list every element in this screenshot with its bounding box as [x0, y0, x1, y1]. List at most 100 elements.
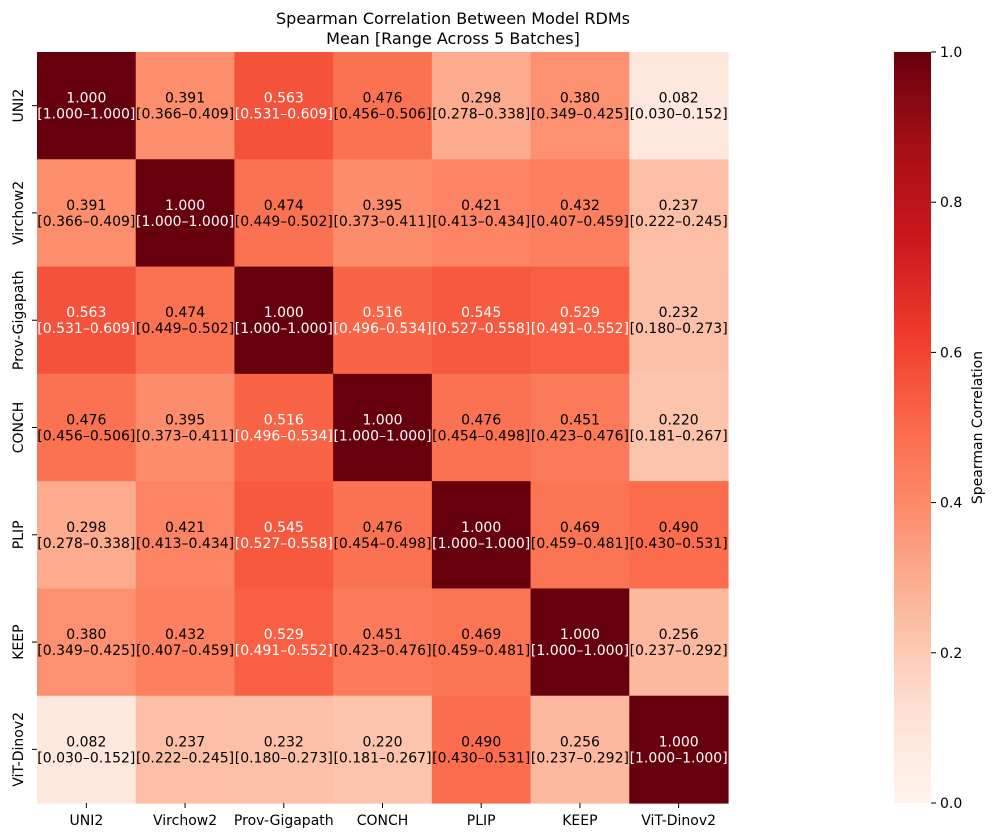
cell-value-label: 0.421	[461, 198, 501, 214]
heatmap-cell	[37, 695, 137, 804]
heatmap-cell	[234, 52, 334, 160]
heatmap-cell	[431, 481, 532, 590]
cell-range-label: [1.000–1.000]	[333, 429, 431, 445]
cell-range-label: [0.181–0.267]	[630, 429, 728, 445]
cell-value-label: 0.469	[560, 520, 600, 536]
colorbar-tick-label: 0.8	[940, 195, 962, 211]
heatmap-cell	[530, 52, 630, 160]
y-tick-label: ViT-Dinov2	[11, 712, 27, 787]
cell-value-label: 1.000	[659, 734, 699, 750]
cell-value-label: 0.232	[659, 305, 699, 321]
x-tick-label: Virchow2	[153, 813, 217, 829]
cell-range-label: [0.237–0.292]	[630, 643, 728, 659]
cell-range-label: [0.366–0.409]	[136, 107, 234, 123]
heatmap-cell	[135, 373, 236, 482]
heatmap-cell	[629, 266, 729, 375]
heatmap-cell	[37, 52, 137, 160]
cell-range-label: [0.180–0.273]	[235, 750, 333, 766]
cell-value-label: 0.474	[264, 198, 304, 214]
cell-range-label: [0.491–0.552]	[235, 643, 333, 659]
heatmap-cell	[234, 481, 334, 590]
heatmap-cell	[234, 588, 334, 697]
cell-range-label: [0.222–0.245]	[136, 750, 234, 766]
cell-value-label: 0.082	[66, 734, 106, 750]
chart-subtitle: Mean [Range Across 5 Batches]	[326, 29, 580, 48]
chart-title: Spearman Correlation Between Model RDMs	[276, 9, 630, 28]
cell-range-label: [0.180–0.273]	[630, 321, 728, 337]
heatmap-cell	[431, 52, 532, 160]
colorbar-gradient	[894, 52, 931, 803]
y-tick-label: Virchow2	[11, 181, 27, 245]
cell-value-label: 0.432	[165, 627, 205, 643]
heatmap-cell	[530, 266, 630, 375]
heatmap-cell	[37, 588, 137, 697]
cell-value-label: 0.451	[560, 413, 600, 429]
cell-range-label: [0.459–0.481]	[432, 643, 530, 659]
cell-value-label: 0.395	[165, 413, 205, 429]
cell-range-label: [0.373–0.411]	[333, 214, 431, 230]
colorbar-tick-label: 0.0	[940, 796, 962, 812]
cell-range-label: [0.454–0.498]	[333, 536, 431, 552]
cell-range-label: [0.407–0.459]	[531, 214, 629, 230]
cell-value-label: 0.476	[66, 413, 106, 429]
heatmap-cell	[629, 52, 729, 160]
cell-value-label: 0.474	[165, 305, 205, 321]
colorbar-tick-label: 1.0	[940, 45, 962, 61]
cell-value-label: 0.232	[264, 734, 304, 750]
cell-value-label: 0.490	[659, 520, 699, 536]
cell-range-label: [0.373–0.411]	[136, 429, 234, 445]
cell-value-label: 0.563	[66, 305, 106, 321]
cell-range-label: [0.407–0.459]	[136, 643, 234, 659]
cell-value-label: 0.237	[659, 198, 699, 214]
heatmap-cell	[431, 695, 532, 804]
heatmap-cell	[333, 695, 433, 804]
cell-value-label: 0.476	[461, 413, 501, 429]
heatmap-cell	[333, 481, 433, 590]
cell-value-label: 0.469	[461, 627, 501, 643]
x-tick-label: PLIP	[467, 813, 496, 829]
heatmap-cell	[37, 373, 137, 482]
heatmap-cell	[530, 481, 630, 590]
cell-value-label: 0.237	[165, 734, 205, 750]
cell-value-label: 1.000	[264, 305, 304, 321]
y-tick-label: CONCH	[11, 402, 27, 454]
cell-range-label: [1.000–1.000]	[37, 107, 135, 123]
heatmap-cell	[431, 588, 532, 697]
y-tick-label: PLIP	[11, 520, 27, 549]
cell-value-label: 0.476	[362, 91, 402, 107]
colorbar-label: Spearman Correlation	[970, 351, 986, 504]
cell-value-label: 1.000	[362, 413, 402, 429]
cell-value-label: 0.432	[560, 198, 600, 214]
heatmap-cell	[629, 373, 729, 482]
x-tick-label: Prov-Gigapath	[234, 813, 334, 829]
heatmap-cell	[234, 266, 334, 375]
cell-value-label: 0.380	[66, 627, 106, 643]
heatmap-cell	[629, 588, 729, 697]
heatmap-cell	[234, 159, 334, 268]
heatmap-cells: 1.000[1.000–1.000]0.391[0.366–0.409]0.56…	[37, 52, 729, 804]
cell-value-label: 0.391	[66, 198, 106, 214]
cell-value-label: 0.082	[659, 91, 699, 107]
cell-range-label: [0.496–0.534]	[333, 321, 431, 337]
heatmap-cell	[333, 588, 433, 697]
heatmap-cell	[530, 159, 630, 268]
heatmap-cell	[333, 266, 433, 375]
cell-value-label: 0.421	[165, 520, 205, 536]
heatmap-cell	[135, 52, 236, 160]
heatmap-cell	[333, 373, 433, 482]
cell-range-label: [0.366–0.409]	[37, 214, 135, 230]
cell-value-label: 0.545	[264, 520, 304, 536]
x-tick-label: ViT-Dinov2	[641, 813, 716, 829]
cell-range-label: [0.278–0.338]	[432, 107, 530, 123]
cell-range-label: [0.237–0.292]	[531, 750, 629, 766]
cell-value-label: 1.000	[66, 91, 106, 107]
cell-value-label: 0.490	[461, 734, 501, 750]
cell-range-label: [0.454–0.498]	[432, 429, 530, 445]
cell-value-label: 1.000	[461, 520, 501, 536]
cell-value-label: 1.000	[560, 627, 600, 643]
heatmap-cell	[629, 159, 729, 268]
heatmap-cell	[37, 266, 137, 375]
y-tick-label: KEEP	[11, 624, 27, 659]
cell-value-label: 0.256	[659, 627, 699, 643]
cell-range-label: [0.278–0.338]	[37, 536, 135, 552]
